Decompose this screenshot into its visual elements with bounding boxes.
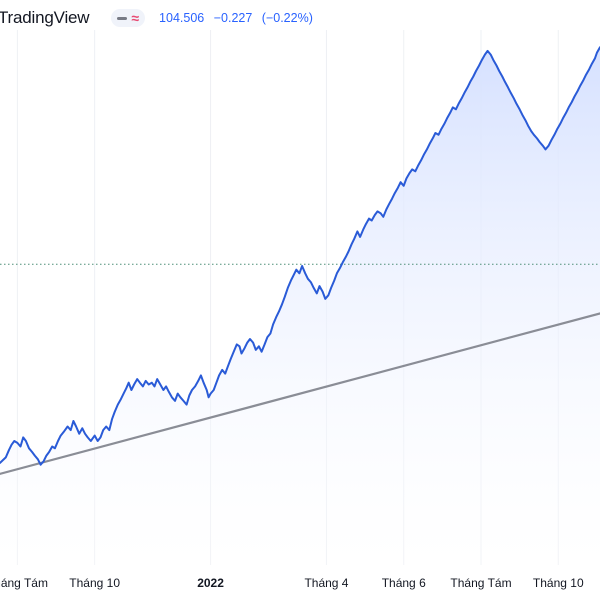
- x-tick-label-1: Tháng 10: [69, 576, 120, 590]
- last-price: 104.506: [159, 11, 205, 25]
- chart-style-toggle[interactable]: ≈: [111, 9, 146, 27]
- price-line[interactable]: [0, 46, 600, 466]
- trend-line[interactable]: [0, 312, 600, 475]
- quote-readout: 104.506 −0.227 (−0.22%): [159, 11, 319, 25]
- price-change-percent: (−0.22%): [261, 11, 313, 25]
- price-area: [0, 47, 600, 566]
- x-tick-label-2: 2022: [197, 576, 224, 590]
- brand-logo: TradingView: [0, 8, 90, 27]
- x-tick-label-5: Tháng Tám: [450, 576, 511, 590]
- x-tick-label-4: Tháng 6: [382, 576, 426, 590]
- x-tick-label-3: Tháng 4: [304, 576, 348, 590]
- dash-icon: [117, 16, 128, 20]
- x-tick-label-6: Tháng 10: [533, 576, 584, 590]
- approx-icon: ≈: [131, 10, 140, 26]
- price-change: −0.227: [213, 11, 253, 25]
- chart-header: TradingView ≈ 104.506 −0.227 (−0.22%): [0, 0, 600, 36]
- x-tick-label-0: Tháng Tám: [0, 576, 48, 590]
- x-axis: Tháng Tám Tháng 10 2022 Tháng 4 Tháng 6 Tháng…: [0, 576, 584, 590]
